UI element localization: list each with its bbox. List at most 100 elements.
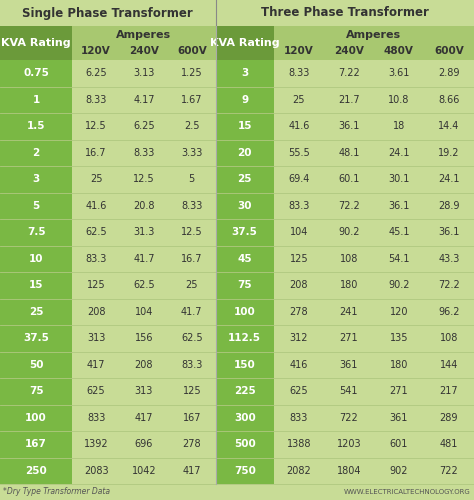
Text: 417: 417 bbox=[135, 413, 153, 423]
Text: 8.33: 8.33 bbox=[288, 68, 310, 78]
Text: 289: 289 bbox=[440, 413, 458, 423]
Bar bbox=[72, 325, 216, 351]
Bar bbox=[216, 60, 274, 86]
Text: 15: 15 bbox=[237, 121, 252, 131]
Text: 241: 241 bbox=[340, 306, 358, 317]
Text: WWW.ELECTRICALTECHNOLOGY.ORG: WWW.ELECTRICALTECHNOLOGY.ORG bbox=[344, 489, 471, 495]
Text: 90.2: 90.2 bbox=[388, 280, 410, 290]
Text: 750: 750 bbox=[234, 466, 255, 476]
Text: 278: 278 bbox=[290, 306, 308, 317]
Text: 541: 541 bbox=[340, 386, 358, 396]
Text: 278: 278 bbox=[182, 440, 201, 449]
Text: 25: 25 bbox=[29, 306, 44, 317]
Text: 8.33: 8.33 bbox=[181, 200, 202, 211]
Text: 1.5: 1.5 bbox=[27, 121, 46, 131]
Bar bbox=[0, 140, 72, 166]
Text: 125: 125 bbox=[290, 254, 308, 264]
Text: 2.5: 2.5 bbox=[184, 121, 200, 131]
Text: 7.22: 7.22 bbox=[338, 68, 360, 78]
Text: 36.1: 36.1 bbox=[338, 121, 360, 131]
Text: 240V: 240V bbox=[129, 46, 159, 56]
Bar bbox=[0, 166, 72, 192]
Bar bbox=[72, 60, 216, 86]
Bar bbox=[72, 86, 216, 113]
Text: 7.5: 7.5 bbox=[27, 227, 46, 237]
Text: 600V: 600V bbox=[434, 46, 464, 56]
Text: 313: 313 bbox=[87, 333, 105, 343]
Text: 45.1: 45.1 bbox=[388, 227, 410, 237]
Text: 21.7: 21.7 bbox=[338, 95, 360, 105]
Text: 8.33: 8.33 bbox=[85, 95, 107, 105]
Text: 69.4: 69.4 bbox=[288, 174, 310, 184]
Bar bbox=[374, 43, 424, 60]
Text: 1042: 1042 bbox=[132, 466, 156, 476]
Text: 3: 3 bbox=[33, 174, 40, 184]
Text: 104: 104 bbox=[290, 227, 308, 237]
Bar bbox=[216, 0, 474, 26]
Text: 833: 833 bbox=[87, 413, 105, 423]
Text: 2: 2 bbox=[33, 148, 40, 158]
Text: 300: 300 bbox=[234, 413, 255, 423]
Text: 5: 5 bbox=[33, 200, 40, 211]
Text: 25: 25 bbox=[90, 174, 102, 184]
Text: 3.33: 3.33 bbox=[181, 148, 202, 158]
Text: 60.1: 60.1 bbox=[338, 174, 360, 184]
Text: 225: 225 bbox=[234, 386, 255, 396]
Text: 125: 125 bbox=[182, 386, 201, 396]
Bar bbox=[216, 246, 274, 272]
Bar bbox=[0, 0, 216, 26]
Text: 45: 45 bbox=[237, 254, 252, 264]
Text: 16.7: 16.7 bbox=[181, 254, 202, 264]
Text: 62.5: 62.5 bbox=[181, 333, 202, 343]
Bar bbox=[72, 352, 216, 378]
Bar bbox=[0, 325, 72, 351]
Text: 1804: 1804 bbox=[337, 466, 361, 476]
Bar bbox=[216, 458, 274, 484]
Bar bbox=[274, 113, 474, 140]
Text: 100: 100 bbox=[234, 306, 255, 317]
Text: 150: 150 bbox=[234, 360, 255, 370]
Text: 12.5: 12.5 bbox=[133, 174, 155, 184]
Text: 3: 3 bbox=[241, 68, 248, 78]
Text: 25: 25 bbox=[237, 174, 252, 184]
Text: 41.6: 41.6 bbox=[85, 200, 107, 211]
Bar bbox=[72, 272, 216, 298]
Bar bbox=[0, 26, 72, 60]
Text: 62.5: 62.5 bbox=[133, 280, 155, 290]
Bar bbox=[216, 192, 274, 219]
Text: 30: 30 bbox=[237, 200, 252, 211]
Bar bbox=[274, 298, 474, 325]
Bar bbox=[274, 404, 474, 431]
Bar bbox=[0, 458, 72, 484]
Text: 12.5: 12.5 bbox=[85, 121, 107, 131]
Text: Three Phase Transformer: Three Phase Transformer bbox=[261, 6, 429, 20]
Bar bbox=[216, 86, 274, 113]
Bar bbox=[274, 272, 474, 298]
Text: 25: 25 bbox=[292, 95, 305, 105]
Bar bbox=[274, 325, 474, 351]
Text: 25: 25 bbox=[185, 280, 198, 290]
Bar bbox=[0, 219, 72, 246]
Bar bbox=[274, 458, 474, 484]
Bar bbox=[216, 113, 274, 140]
Text: 37.5: 37.5 bbox=[232, 227, 258, 237]
Bar bbox=[274, 431, 474, 458]
Text: 1.67: 1.67 bbox=[181, 95, 202, 105]
Bar bbox=[0, 246, 72, 272]
Bar bbox=[72, 378, 216, 404]
Bar bbox=[0, 272, 72, 298]
Text: 600V: 600V bbox=[177, 46, 207, 56]
Text: 48.1: 48.1 bbox=[338, 148, 360, 158]
Text: 50: 50 bbox=[29, 360, 44, 370]
Text: 696: 696 bbox=[135, 440, 153, 449]
Text: 9: 9 bbox=[241, 95, 248, 105]
Bar bbox=[274, 166, 474, 192]
Text: 41.7: 41.7 bbox=[133, 254, 155, 264]
Text: 625: 625 bbox=[87, 386, 106, 396]
Text: 156: 156 bbox=[135, 333, 153, 343]
Bar bbox=[274, 192, 474, 219]
Text: 10.8: 10.8 bbox=[388, 95, 410, 105]
Text: 83.3: 83.3 bbox=[288, 200, 310, 211]
Bar bbox=[0, 192, 72, 219]
Text: 54.1: 54.1 bbox=[388, 254, 410, 264]
